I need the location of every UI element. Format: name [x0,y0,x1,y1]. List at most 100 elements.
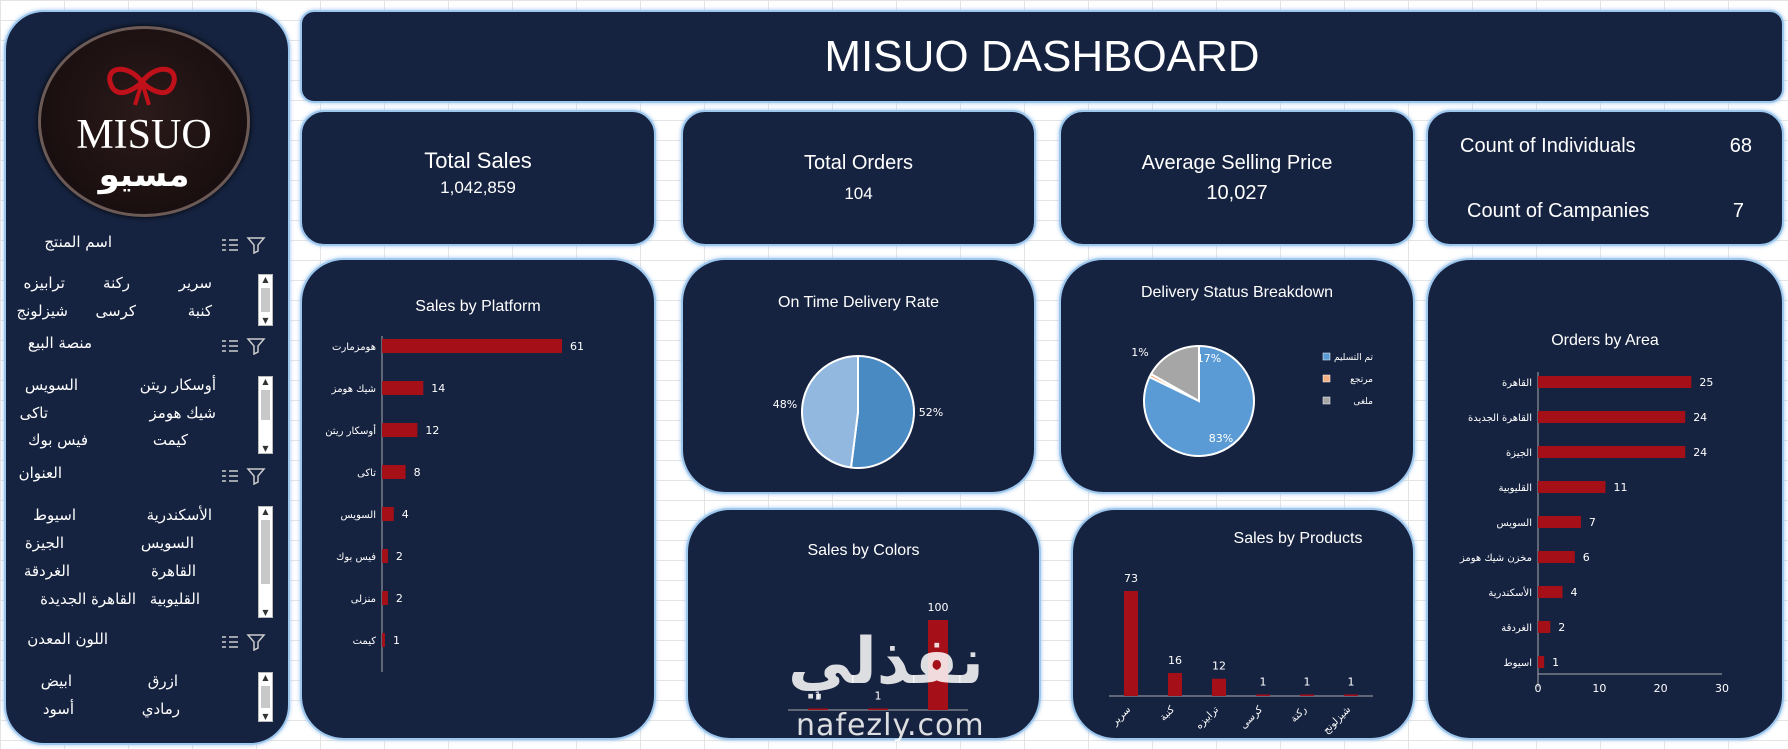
slicer-item[interactable]: ركنة [103,274,130,292]
kpi-counts: Count of Individuals 68 Count of Campani… [1426,110,1784,246]
data-label: 4 [1571,586,1578,599]
tick-label: ترابيزه [1194,704,1221,731]
slicer-item[interactable]: ابيض [40,672,72,690]
slicer-item[interactable]: السويس [24,376,78,394]
multi-select-icon[interactable] [220,337,270,355]
data-label: 14 [431,382,445,395]
bar [1538,621,1551,633]
data-label: 1 [875,690,882,703]
tick-label: 0 [1535,682,1542,695]
data-label: 48% [773,398,797,411]
chart-on-time-delivery: On Time Delivery Rate 52% 48% [681,258,1036,494]
data-label: 1 [1260,676,1267,689]
slicer-scrollbar[interactable]: ▲ ▼ [258,672,273,722]
slicer-scrollbar[interactable]: ▲ ▼ [258,376,273,454]
kpi-label: Total Orders [804,152,913,174]
tick-label: شيك هومز [331,384,376,395]
kpi-value: 104 [844,184,873,203]
slicer-item[interactable]: الأسكندرية [146,506,212,524]
tick-label: أوسكار ريتن [325,424,376,437]
bar [808,708,828,710]
ontime-pie-chart: 52% 48% [773,354,943,469]
page-title: MISUO DASHBOARD [824,32,1260,81]
slicer-item[interactable]: تاكى [19,404,48,422]
status-pie-chart: 83% 1% 17% تم التسليم مرتجع ملغى [1131,344,1374,457]
slicer-item[interactable]: ازرق [147,672,178,690]
legend-label: تم التسليم [1334,353,1374,363]
legend-swatch [1322,396,1331,405]
tick-label: اسيوط [1503,658,1532,669]
data-label: 12 [1212,660,1226,673]
bar [1538,656,1545,668]
slicer-scrollbar[interactable]: ▲ ▼ [258,506,273,618]
chart-title: On Time Delivery Rate [778,294,939,311]
tick-label: السويس [1497,518,1532,529]
data-label: 2 [396,592,403,605]
slicer-item[interactable]: كيمت [152,431,188,449]
bar [1538,411,1686,423]
tick-label: شيزلونج [1321,704,1353,736]
data-label: 1 [1348,676,1355,689]
slicer-item[interactable]: رمادي [141,700,180,718]
slicer-item[interactable]: اسيوط [33,506,76,524]
tick-label: منزلى [351,594,376,605]
slicer-item[interactable]: الجيزة [24,534,64,552]
data-label: 17% [1197,352,1221,365]
slicer-item[interactable]: الغردقة [23,562,70,580]
chart-title: Orders by Area [1551,332,1659,349]
slicer-item[interactable]: شيزلونج [16,302,68,320]
data-label: 1 [1552,656,1559,669]
slicer-item[interactable]: ترابيزه [23,274,65,292]
data-label: 7 [1589,516,1596,529]
bar [1124,591,1138,696]
tick-label: الأسكندرية [1488,586,1532,599]
colors-bar-chart: 1 1 100 [788,601,968,711]
header-panel: MISUO DASHBOARD [300,10,1784,103]
slicer-item[interactable]: القاهرة الجديدة [40,590,136,608]
bar [382,633,385,647]
slicer-product-title: اسم المنتج [44,233,112,251]
slicer-item[interactable]: القاهرة [151,562,196,580]
chart-sales-by-platform: Sales by Platform هومزمارت 61 شيك هومز 14 أو… [300,258,656,740]
data-label: 24 [1693,446,1707,459]
chart-title: Sales by Colors [807,542,920,559]
legend-label: مرتجع [1350,375,1373,385]
slicer-item[interactable]: فيس بوك [28,431,88,449]
kpi-label: Total Sales [424,148,532,173]
multi-select-icon[interactable] [220,467,270,485]
sidebar-panel: MISUO مسيو اسم المنتج سرير ركنة ترابيزه … [4,10,290,745]
tick-label: الجيزة [1506,448,1532,459]
bar [1538,551,1575,563]
multi-select-icon[interactable] [220,236,270,254]
bar [1538,586,1563,598]
products-bar-chart: 73 سرير 16 كنبة 12 ترابيزه 1 كرسى 1 ركنة 1 شيزلونج [1109,572,1373,736]
slicer-item[interactable]: القليوبية [149,590,200,608]
pie-slice [801,354,859,469]
data-label: 2 [396,550,403,563]
bar [1538,481,1606,493]
slicer-scrollbar[interactable]: ▲ ▼ [258,274,273,326]
companies-label: Count of Campanies [1467,200,1650,222]
slicer-item[interactable]: السويس [140,534,194,552]
data-label: 61 [570,340,584,353]
slicer-item[interactable]: أوسكار ريتن [139,376,216,394]
logo-ribbon-icon [107,66,177,106]
slicer-address-title: العنوان [18,464,62,482]
bar [382,507,394,521]
tick-label: القليوبية [1498,483,1532,494]
slicer-item[interactable]: شيك هومز [149,404,216,422]
bar [382,423,418,437]
multi-select-icon[interactable] [220,633,270,651]
slicer-item[interactable]: سرير [178,274,212,292]
bar [382,339,562,353]
data-label: 83% [1209,432,1233,445]
individuals-value: 68 [1729,135,1752,157]
slicer-item[interactable]: كنبة [187,302,212,320]
tick-label: 10 [1592,682,1606,695]
logo: MISUO مسيو [38,26,250,217]
slicer-item[interactable]: أسود [42,700,74,718]
chart-title: Sales by Platform [415,298,541,315]
data-label: 1% [1131,346,1148,359]
data-label: 6 [1583,551,1590,564]
slicer-item[interactable]: كرسى [95,302,137,320]
